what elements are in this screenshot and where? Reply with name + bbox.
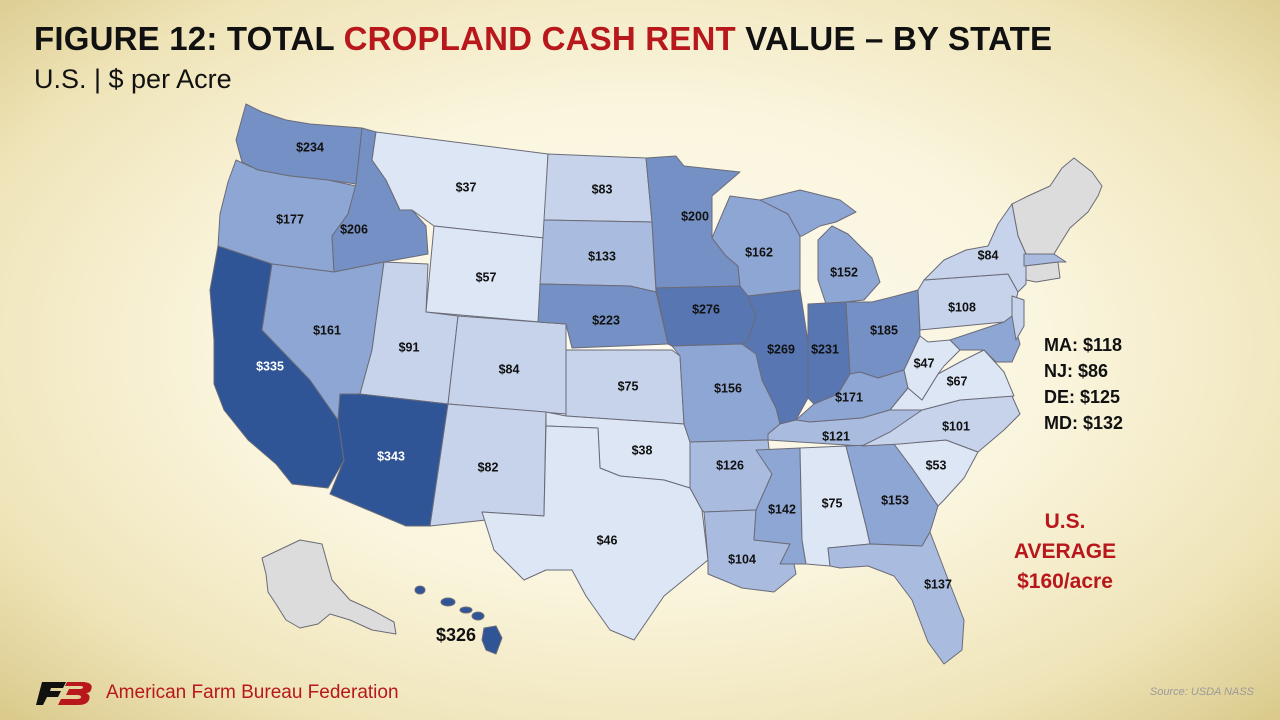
- label-tx: $46: [597, 533, 618, 547]
- label-oh: $185: [870, 323, 898, 337]
- label-ca: $335: [256, 359, 284, 373]
- us-average-value: $160/acre: [1017, 570, 1113, 593]
- label-al: $75: [822, 496, 843, 510]
- label-mi: $152: [830, 265, 858, 279]
- label-ny: $84: [978, 248, 999, 262]
- us-average-callout: U.S. AVERAGE $160/acre: [995, 507, 1135, 597]
- label-mt: $37: [456, 180, 477, 194]
- state-hi: [414, 585, 503, 655]
- afbf-logo-icon: [36, 682, 92, 705]
- label-ut: $91: [399, 340, 420, 354]
- hawaii-value: $326: [436, 625, 477, 645]
- state-ny: [923, 203, 1027, 293]
- legend-ma: MA: $118: [1044, 335, 1123, 355]
- us-average-line2: AVERAGE: [1013, 540, 1117, 563]
- label-ms: $142: [768, 502, 796, 516]
- label-tn: $121: [822, 429, 850, 443]
- east-states-legend: MA: $118 NJ: $86 DE: $125 MD: $132: [1044, 332, 1123, 436]
- state-me-vt-nh: [1011, 157, 1103, 255]
- label-va: $67: [947, 374, 968, 388]
- label-ok: $38: [632, 443, 653, 457]
- organization-name: American Farm Bureau Federation: [106, 682, 399, 703]
- title-part2: VALUE – BY STATE: [735, 20, 1053, 57]
- label-sc: $53: [926, 458, 947, 472]
- us-average-line1: U.S.: [1044, 510, 1086, 533]
- state-wv: [903, 335, 961, 401]
- label-in: $231: [811, 342, 839, 356]
- label-wy: $57: [476, 270, 497, 284]
- title-part1: FIGURE 12: TOTAL: [34, 20, 344, 57]
- label-nd: $83: [592, 182, 613, 196]
- label-wi: $162: [745, 245, 773, 259]
- label-id: $206: [340, 222, 368, 236]
- figure-title: FIGURE 12: TOTAL CROPLAND CASH RENT VALU…: [34, 20, 1052, 58]
- label-wv: $47: [914, 356, 935, 370]
- label-sd: $133: [588, 249, 616, 263]
- label-mo: $156: [714, 381, 742, 395]
- legend-md: MD: $132: [1044, 413, 1124, 433]
- label-ga: $153: [881, 493, 909, 507]
- state-mi: [759, 189, 881, 305]
- source-note: Source: USDA NASS: [1149, 686, 1254, 698]
- state-fl: [827, 531, 965, 665]
- label-wa: $234: [296, 140, 324, 154]
- label-fl: $137: [924, 577, 952, 591]
- label-ne: $223: [592, 313, 620, 327]
- label-ks: $75: [618, 379, 639, 393]
- label-mn: $200: [681, 209, 709, 223]
- label-nc: $101: [942, 419, 970, 433]
- state-nj: [1011, 295, 1025, 341]
- label-nm: $82: [478, 460, 499, 474]
- label-or: $177: [276, 212, 304, 226]
- label-la: $104: [728, 552, 756, 566]
- state-tx: [481, 425, 709, 641]
- label-az: $343: [377, 449, 405, 463]
- title-highlight: CROPLAND CASH RENT: [343, 20, 736, 57]
- label-ia: $276: [692, 302, 720, 316]
- legend-de: DE: $125: [1044, 387, 1121, 407]
- state-ma: [1023, 253, 1067, 267]
- legend-nj: NJ: $86: [1044, 361, 1109, 381]
- label-il: $269: [767, 342, 795, 356]
- state-wa: [235, 103, 363, 185]
- label-nv: $161: [313, 323, 341, 337]
- state-md-de: [949, 315, 1021, 363]
- label-pa: $108: [948, 300, 976, 314]
- label-ky: $171: [835, 390, 863, 404]
- figure-subtitle: U.S. | $ per Acre: [34, 64, 232, 94]
- state-ne: [537, 283, 669, 349]
- label-ar: $126: [716, 458, 744, 472]
- label-co: $84: [499, 362, 520, 376]
- state-ak: [261, 539, 397, 635]
